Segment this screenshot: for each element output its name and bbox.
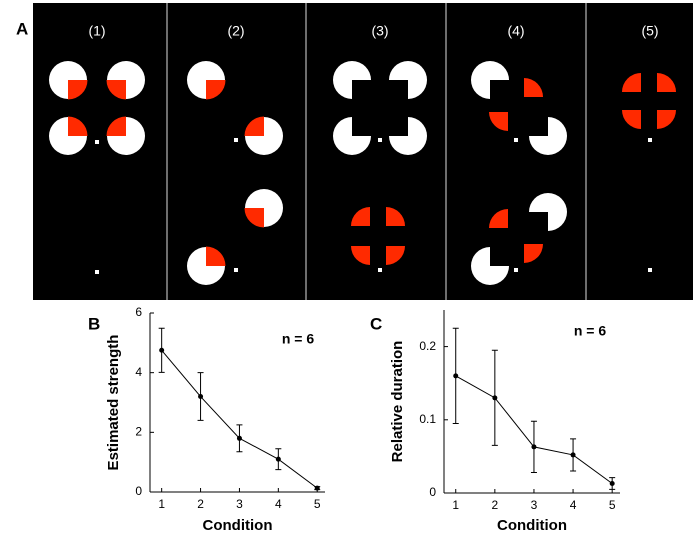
inducer-wedge xyxy=(352,116,372,136)
fixation xyxy=(234,138,238,142)
inducer-wedge xyxy=(622,73,641,92)
inducer-wedge xyxy=(524,244,543,263)
data-point xyxy=(275,456,281,462)
y-tick-label: 0 xyxy=(135,484,142,498)
inducer-wedge xyxy=(622,110,641,129)
condition-label: (2) xyxy=(227,23,244,39)
data-point xyxy=(159,347,165,353)
y-tick-label: 0 xyxy=(429,485,436,499)
x-tick-label: 4 xyxy=(570,498,577,512)
inducer-wedge xyxy=(489,209,508,228)
inducer-wedge xyxy=(657,110,676,129)
fixation xyxy=(648,268,652,272)
y-tick-label: 0.2 xyxy=(419,339,436,353)
inducer-wedge xyxy=(489,112,508,131)
fixation xyxy=(234,268,238,272)
inducer-wedge xyxy=(386,207,405,226)
panel-label: C xyxy=(370,314,382,333)
data-point xyxy=(314,485,320,491)
x-tick-label: 2 xyxy=(197,497,204,511)
column-dividers xyxy=(166,3,587,300)
x-tick-label: 4 xyxy=(275,497,282,511)
x-tick-label: 1 xyxy=(452,498,459,512)
data-point xyxy=(531,444,537,450)
condition-label: (3) xyxy=(371,23,388,39)
data-point xyxy=(198,394,204,400)
inducer-wedge xyxy=(528,212,548,232)
panel-label: A xyxy=(16,19,28,38)
y-tick-label: 6 xyxy=(135,305,142,319)
inducer-wedge xyxy=(351,207,370,226)
fixation xyxy=(378,268,382,272)
inducer-wedge xyxy=(106,116,126,136)
y-tick-label: 0.1 xyxy=(419,412,436,426)
inducer-wedge xyxy=(388,116,408,136)
y-tick-label: 2 xyxy=(135,425,142,439)
fixation xyxy=(95,140,99,144)
inducer-wedge xyxy=(386,246,405,265)
x-tick-label: 5 xyxy=(609,498,616,512)
x-axis-label: Condition xyxy=(497,517,567,534)
data-point xyxy=(609,480,615,486)
inducer-wedge xyxy=(244,208,264,228)
condition-label: (5) xyxy=(641,23,658,39)
inducer-wedge xyxy=(528,116,548,136)
inducer-wedge xyxy=(352,80,372,100)
annotation: n = 6 xyxy=(282,331,315,347)
inducer-wedge xyxy=(244,116,264,136)
x-tick-label: 1 xyxy=(158,497,165,511)
fixation xyxy=(648,138,652,142)
inducer-wedge xyxy=(524,78,543,97)
series-line xyxy=(161,349,318,489)
fixation xyxy=(95,270,99,274)
inducer-wedge xyxy=(490,246,510,266)
x-axis-label: Condition xyxy=(203,517,273,534)
inducer-wedge xyxy=(351,246,370,265)
annotation: n = 6 xyxy=(574,323,607,339)
data-point xyxy=(236,435,242,441)
y-axis-label: Estimated strength xyxy=(105,335,122,471)
inducer-wedge xyxy=(68,116,88,136)
condition-label: (4) xyxy=(507,23,524,39)
condition-label: (1) xyxy=(88,23,105,39)
data-point xyxy=(492,395,498,401)
data-point xyxy=(570,452,576,458)
y-tick-label: 4 xyxy=(135,365,142,379)
inducer-wedge xyxy=(68,80,88,100)
x-tick-label: 5 xyxy=(314,497,321,511)
fixation xyxy=(514,138,518,142)
inducer-wedge xyxy=(388,80,408,100)
data-point xyxy=(453,373,459,379)
fixation xyxy=(378,138,382,142)
panel-label: B xyxy=(88,314,100,333)
x-tick-label: 2 xyxy=(492,498,499,512)
y-axis-label: Relative duration xyxy=(389,341,406,463)
inducer-wedge xyxy=(206,246,226,266)
inducer-wedge xyxy=(490,80,510,100)
x-tick-label: 3 xyxy=(531,498,538,512)
x-tick-label: 3 xyxy=(236,497,243,511)
inducer-wedge xyxy=(106,80,126,100)
inducer-wedge xyxy=(206,80,226,100)
fixation xyxy=(514,268,518,272)
inducer-wedge xyxy=(657,73,676,92)
